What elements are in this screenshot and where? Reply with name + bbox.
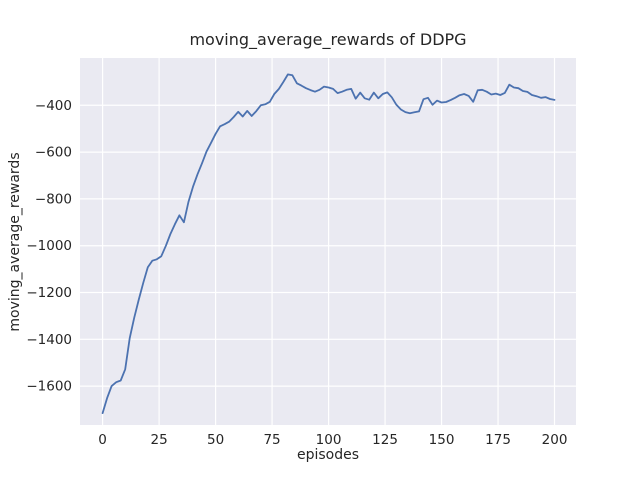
- x-tick-label: 125: [372, 432, 398, 448]
- x-tick-label: 0: [98, 432, 107, 448]
- chart-title: moving_average_rewards of DDPG: [189, 30, 467, 49]
- y-tick-label: −800: [35, 191, 72, 207]
- x-tick-label: 200: [542, 432, 568, 448]
- x-axis-label: episodes: [296, 447, 360, 463]
- y-tick-label: −400: [35, 98, 72, 114]
- y-tick-label: −1200: [26, 285, 72, 301]
- y-axis-label: moving_average_rewards: [7, 152, 23, 332]
- x-tick-label: 25: [150, 432, 167, 448]
- x-tick-label: 100: [316, 432, 342, 448]
- y-tick-label: −1600: [26, 379, 72, 395]
- y-tick-label: −600: [35, 145, 72, 161]
- y-tick-label: −1000: [26, 238, 72, 254]
- x-tick-label: 50: [207, 432, 224, 448]
- y-tick-label: −1400: [26, 332, 72, 348]
- x-tick-label: 150: [429, 432, 455, 448]
- x-tick-label: 75: [263, 432, 280, 448]
- reward-line: [101, 73, 556, 415]
- x-tick-label: 175: [485, 432, 511, 448]
